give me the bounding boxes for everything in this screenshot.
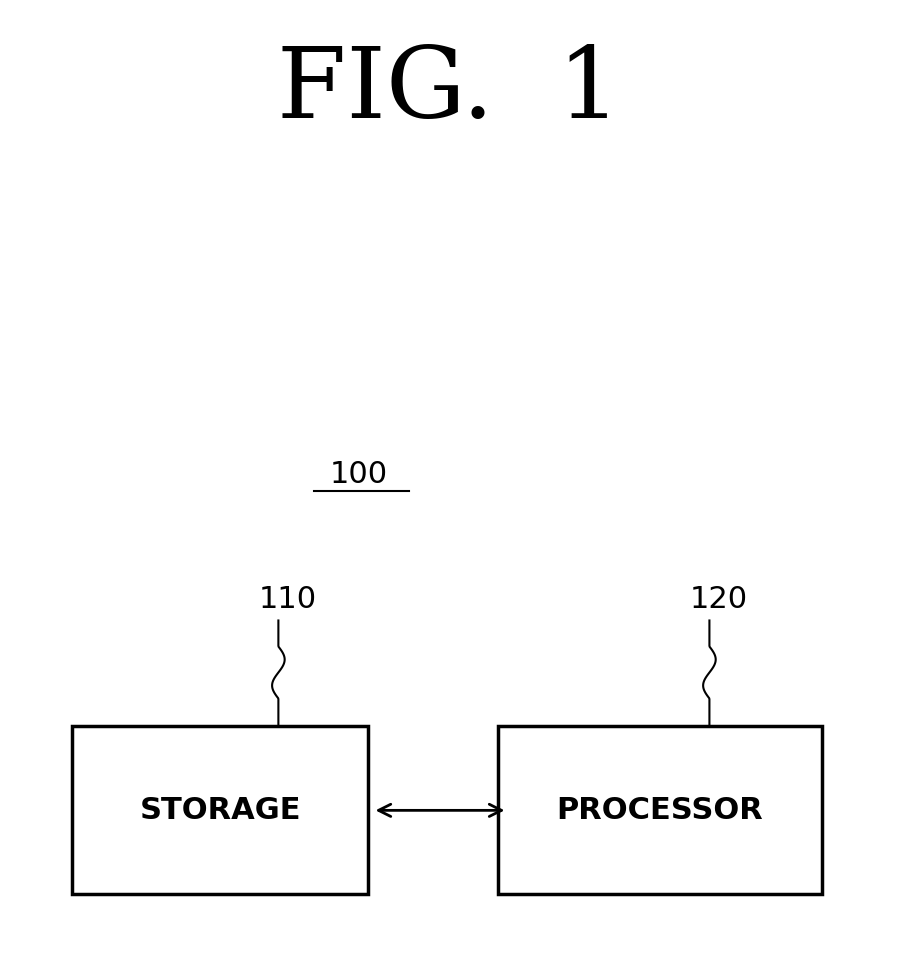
Bar <box>498 727 822 894</box>
Text: 100: 100 <box>330 460 388 489</box>
Text: PROCESSOR: PROCESSOR <box>557 796 763 825</box>
Text: FIG.  1: FIG. 1 <box>277 43 621 139</box>
Bar <box>72 727 368 894</box>
Text: STORAGE: STORAGE <box>139 796 301 825</box>
Text: 110: 110 <box>259 585 316 614</box>
Text: 120: 120 <box>690 585 747 614</box>
